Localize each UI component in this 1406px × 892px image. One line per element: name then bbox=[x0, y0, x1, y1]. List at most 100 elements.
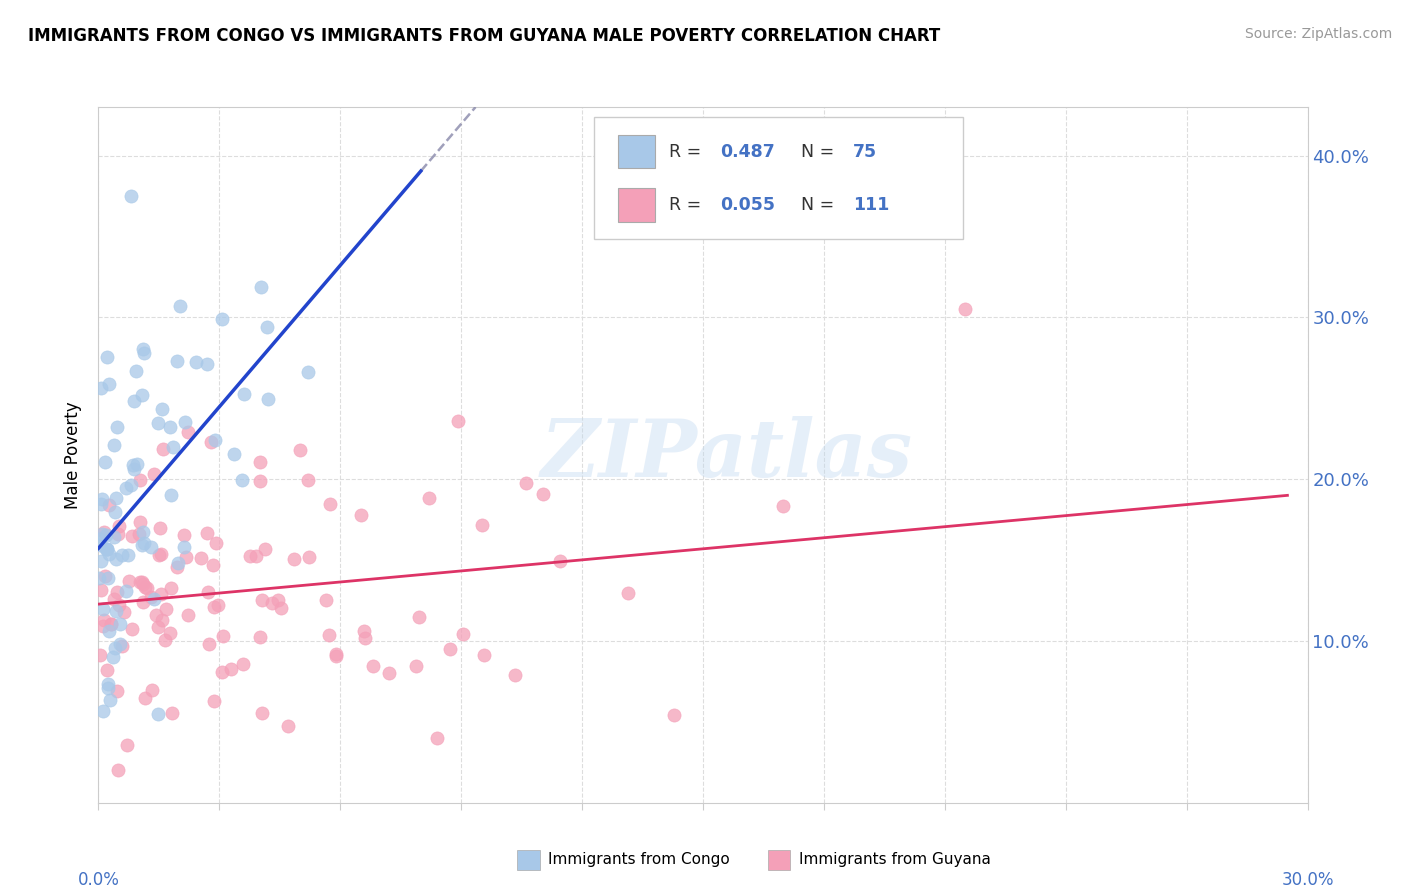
Text: 75: 75 bbox=[853, 143, 877, 161]
Point bbox=[91, 618, 114, 632]
Point bbox=[122, 394, 145, 409]
Point bbox=[953, 302, 976, 317]
Point bbox=[107, 526, 129, 541]
Point bbox=[249, 455, 271, 469]
Point bbox=[169, 299, 191, 313]
Point bbox=[190, 550, 212, 565]
Point bbox=[96, 542, 118, 557]
Point bbox=[202, 694, 225, 708]
Point bbox=[472, 648, 495, 663]
Point bbox=[97, 681, 120, 695]
Point bbox=[98, 624, 121, 638]
Point bbox=[152, 442, 174, 456]
Point bbox=[103, 438, 125, 452]
Point bbox=[184, 355, 207, 369]
Point bbox=[162, 706, 184, 721]
Point bbox=[160, 581, 183, 595]
Point bbox=[122, 458, 145, 472]
Point bbox=[146, 706, 169, 721]
Point bbox=[250, 706, 273, 721]
Point bbox=[100, 617, 122, 632]
Point bbox=[250, 280, 273, 294]
Point bbox=[98, 376, 121, 391]
Point bbox=[121, 528, 143, 542]
Point bbox=[166, 560, 188, 574]
Point bbox=[471, 517, 494, 532]
Point bbox=[145, 607, 167, 622]
Point bbox=[177, 425, 200, 439]
Point bbox=[111, 548, 134, 562]
Point bbox=[131, 388, 153, 402]
Text: N =: N = bbox=[790, 143, 839, 161]
Point bbox=[202, 600, 225, 615]
Point bbox=[134, 580, 156, 594]
Point bbox=[239, 549, 262, 563]
Point bbox=[200, 434, 222, 449]
Point bbox=[548, 554, 571, 568]
Point bbox=[270, 600, 292, 615]
Point bbox=[195, 357, 218, 371]
Point bbox=[121, 623, 143, 637]
Point bbox=[149, 521, 172, 535]
Text: Source: ZipAtlas.com: Source: ZipAtlas.com bbox=[1244, 27, 1392, 41]
Point bbox=[93, 704, 115, 718]
Point bbox=[93, 613, 115, 627]
Point bbox=[105, 683, 128, 698]
Point bbox=[245, 549, 267, 563]
Point bbox=[515, 475, 537, 490]
Point bbox=[195, 526, 218, 541]
Point bbox=[222, 447, 245, 461]
Point bbox=[288, 443, 311, 458]
Point bbox=[249, 474, 271, 488]
FancyBboxPatch shape bbox=[595, 118, 963, 239]
Point bbox=[128, 526, 150, 541]
Point bbox=[108, 616, 131, 631]
Point bbox=[267, 592, 290, 607]
Point bbox=[94, 568, 117, 582]
Point bbox=[101, 649, 124, 664]
Point bbox=[118, 574, 141, 588]
Point bbox=[298, 550, 321, 565]
Text: IMMIGRANTS FROM CONGO VS IMMIGRANTS FROM GUYANA MALE POVERTY CORRELATION CHART: IMMIGRANTS FROM CONGO VS IMMIGRANTS FROM… bbox=[28, 27, 941, 45]
Point bbox=[90, 582, 112, 597]
Point bbox=[110, 637, 132, 651]
Point bbox=[325, 648, 347, 663]
Point bbox=[131, 575, 153, 590]
Point bbox=[162, 440, 184, 454]
Text: N =: N = bbox=[790, 196, 839, 214]
Point bbox=[297, 473, 319, 487]
Point bbox=[111, 639, 134, 653]
Text: Immigrants from Guyana: Immigrants from Guyana bbox=[799, 853, 990, 867]
Point bbox=[204, 434, 226, 448]
Point bbox=[353, 632, 375, 646]
Point bbox=[418, 491, 440, 506]
Point bbox=[103, 592, 125, 607]
Point bbox=[131, 538, 153, 552]
Point bbox=[125, 457, 148, 471]
Point bbox=[277, 719, 299, 733]
Point bbox=[120, 189, 142, 203]
Point bbox=[211, 665, 233, 679]
Point bbox=[405, 658, 427, 673]
Point bbox=[148, 548, 170, 562]
Point bbox=[115, 738, 138, 752]
Point bbox=[350, 508, 373, 523]
Point bbox=[96, 663, 118, 677]
Point bbox=[616, 586, 638, 600]
Point bbox=[533, 487, 555, 501]
Point bbox=[174, 549, 197, 564]
Point bbox=[132, 525, 155, 540]
Text: 30.0%: 30.0% bbox=[1281, 871, 1334, 888]
Point bbox=[205, 536, 228, 550]
Point bbox=[207, 598, 229, 612]
Point bbox=[197, 585, 219, 599]
Bar bbox=[619, 135, 655, 169]
Point bbox=[453, 627, 475, 641]
Point bbox=[231, 657, 253, 671]
Point bbox=[91, 601, 114, 615]
Point bbox=[408, 610, 430, 624]
Text: R =: R = bbox=[669, 143, 707, 161]
Point bbox=[167, 557, 190, 571]
Point bbox=[250, 592, 273, 607]
Point bbox=[159, 626, 181, 640]
